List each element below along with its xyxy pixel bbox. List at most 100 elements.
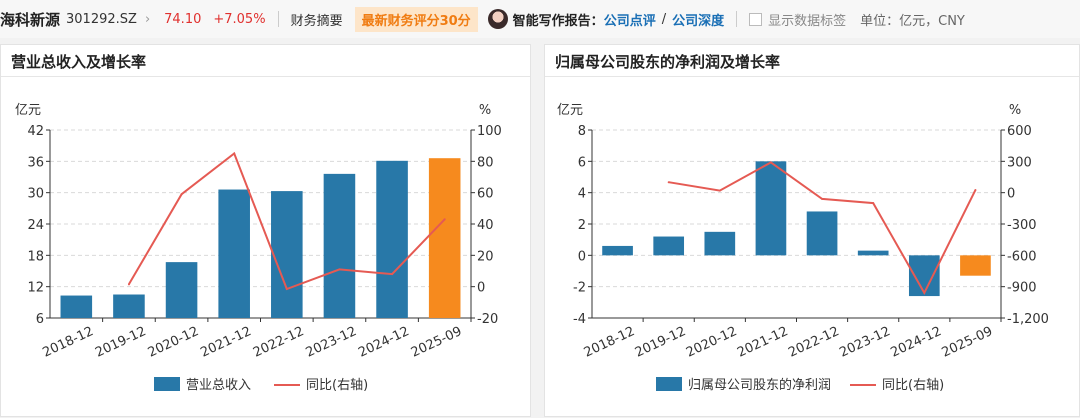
- legend-bar-label: 营业总收入: [186, 378, 251, 393]
- growth-point: [180, 193, 183, 196]
- right-axis-unit: %: [1009, 103, 1021, 118]
- stock-change: +7.05%: [213, 11, 266, 27]
- revenue-panel: 营业总收入及增长率 亿元% 6 12 18 24 30 36 42 -20 0 20 40 60 80 10…: [0, 44, 531, 417]
- growth-point: [872, 202, 875, 205]
- left-tick-label: -4: [573, 312, 586, 327]
- right-tick-label: -20: [477, 312, 498, 327]
- x-tick-label: 2018-12: [40, 324, 96, 361]
- x-tick-label: 2019-12: [633, 324, 689, 361]
- unit-label: 单位：亿元，CNY: [860, 13, 965, 29]
- growth-point: [821, 197, 824, 200]
- x-tick-label: 2021-12: [198, 324, 254, 361]
- right-tick-label: -1,200: [1007, 312, 1049, 327]
- left-tick-label: 24: [27, 218, 44, 233]
- growth-point: [769, 161, 772, 164]
- link-company-depth[interactable]: 公司深度: [672, 13, 725, 29]
- right-tick-label: 300: [1007, 155, 1032, 170]
- net-profit-panel: 归属母公司股东的净利润及增长率 亿元% -4 -2 0 2 4 6 8 -1,200 -900 -6…: [544, 44, 1080, 417]
- stock-name[interactable]: 海科新源: [0, 10, 61, 29]
- title-divider: [1, 76, 530, 77]
- x-tick-label: 2018-12: [582, 324, 638, 361]
- bar: [323, 173, 356, 318]
- left-axis-unit: 亿元: [15, 103, 41, 118]
- bar: [428, 158, 461, 318]
- x-tick-label: 2023-12: [304, 324, 360, 361]
- x-tick-label: 2023-12: [837, 324, 893, 361]
- growth-point: [338, 268, 341, 271]
- right-tick-label: 20: [477, 249, 494, 264]
- left-tick-label: 18: [27, 249, 44, 264]
- growth-point: [718, 189, 721, 192]
- left-axis-unit: 亿元: [557, 103, 583, 118]
- link-company-review[interactable]: 公司点评: [603, 13, 656, 29]
- right-axis-unit: %: [479, 103, 491, 118]
- left-tick-label: 36: [27, 155, 44, 170]
- growth-point: [974, 189, 977, 192]
- bar: [704, 231, 736, 256]
- right-tick-label: 600: [1007, 124, 1032, 139]
- left-tick-label: 8: [578, 124, 586, 139]
- left-tick-label: 2: [578, 218, 586, 233]
- bar: [218, 189, 250, 318]
- x-tick-label: 2019-12: [93, 324, 149, 361]
- show-labels-checkbox[interactable]: [749, 12, 763, 26]
- top-bar: 海科新源 301292.SZ › 74.10 +7.05% 财务摘要 最新财务评…: [0, 0, 1080, 38]
- right-tick-label: 80: [477, 155, 494, 170]
- bar: [376, 160, 408, 318]
- legend-line-label: 同比(右轴): [306, 378, 368, 393]
- growth-point: [443, 218, 446, 221]
- x-tick-label: 2024-12: [888, 324, 944, 361]
- bar: [113, 294, 145, 318]
- right-tick-label: 0: [477, 281, 485, 296]
- bar: [271, 191, 303, 318]
- net-profit-chart: 亿元 % -4 -2 0 2 4 6 8 -1,200 -900 -600 -300 0 300 600 201…: [557, 103, 1049, 393]
- bar: [60, 295, 93, 318]
- right-tick-label: -600: [1007, 249, 1037, 264]
- x-tick-label: 2020-12: [684, 324, 740, 361]
- growth-point: [391, 273, 394, 276]
- stock-price: 74.10: [164, 11, 202, 27]
- left-tick-label: 0: [578, 249, 586, 264]
- tab-finance-summary[interactable]: 财务摘要: [290, 13, 343, 29]
- bar: [857, 250, 889, 256]
- left-tick-label: 42: [27, 124, 44, 139]
- growth-point: [285, 288, 288, 291]
- chart-title: 归属母公司股东的净利润及增长率: [555, 53, 781, 71]
- left-tick-label: 6: [36, 312, 44, 327]
- bar: [960, 255, 991, 276]
- ai-report-label: 智能写作报告：: [512, 13, 604, 29]
- link-separator: /: [661, 11, 667, 27]
- left-tick-label: 6: [578, 155, 586, 170]
- left-tick-label: 12: [27, 281, 44, 296]
- bar: [755, 161, 787, 256]
- legend-line-label: 同比(右轴): [882, 378, 944, 393]
- growth-point: [667, 181, 670, 184]
- show-labels-label[interactable]: 显示数据标签: [768, 13, 847, 29]
- x-tick-label: 2022-12: [786, 324, 842, 361]
- legend-bar-swatch: [154, 377, 180, 391]
- stock-code: 301292.SZ: [66, 11, 137, 27]
- left-tick-label: 4: [578, 187, 586, 202]
- ai-avatar-icon: [487, 9, 508, 29]
- bar: [806, 211, 838, 256]
- right-tick-label: 100: [477, 124, 502, 139]
- legend-bar-label: 归属母公司股东的净利润: [688, 377, 831, 393]
- right-tick-label: -900: [1007, 281, 1037, 296]
- legend-bar-swatch: [656, 377, 682, 391]
- left-tick-label: -2: [573, 281, 586, 296]
- x-tick-label: 2025-09: [409, 324, 465, 361]
- x-tick-label: 2020-12: [146, 324, 202, 361]
- chevron-right-icon[interactable]: ›: [144, 11, 151, 27]
- left-tick-label: 30: [27, 187, 44, 202]
- score-badge[interactable]: 最新财务评分30分: [354, 6, 478, 32]
- right-tick-label: 40: [477, 218, 494, 233]
- right-tick-label: 0: [1007, 187, 1015, 202]
- x-tick-label: 2021-12: [735, 324, 791, 361]
- x-tick-label: 2024-12: [356, 324, 412, 361]
- growth-point: [923, 291, 926, 294]
- x-tick-label: 2022-12: [251, 324, 307, 361]
- x-tick-label: 2025-09: [940, 324, 996, 361]
- title-divider: [545, 76, 1079, 77]
- growth-point: [127, 283, 130, 286]
- bar: [602, 245, 633, 256]
